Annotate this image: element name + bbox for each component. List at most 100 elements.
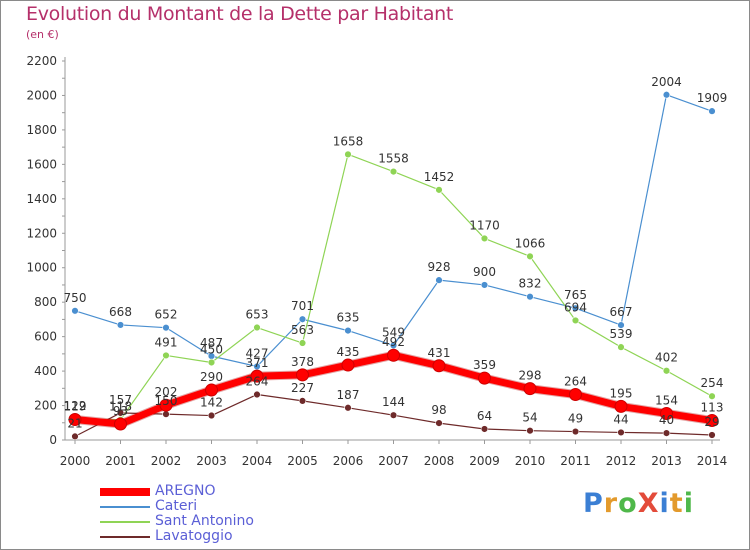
data-label-cateri: 928 [428,260,451,274]
data-label-cateri: 549 [382,325,405,339]
data-point-sant-antonino [162,351,170,360]
logo-letter: r [603,488,619,519]
logo-letter: t [669,488,684,519]
data-label-cateri: 427 [246,346,269,360]
x-tick-label: 2005 [287,454,318,468]
data-label-sant-antonino: 118 [109,400,132,414]
data-label-sant-antonino: 563 [291,323,314,337]
y-tick-label: 1800 [26,123,57,137]
y-tick-label: 600 [34,330,57,344]
data-label-sant-antonino: 694 [564,300,587,314]
data-label-cateri: 635 [337,311,360,325]
data-point-cateri [480,281,489,289]
data-label-aregno: 290 [200,370,223,384]
data-label-sant-antonino: 1066 [515,236,546,250]
data-point-sant-antonino [389,167,398,176]
data-point-lavatoggio [162,410,170,418]
data-point-aregno [296,368,309,382]
data-point-lavatoggio [344,404,352,412]
legend-swatch [100,521,150,523]
data-point-cateri [526,292,534,301]
data-point-aregno [523,382,537,396]
x-tick-label: 2013 [651,454,682,468]
x-tick-label: 2003 [196,454,227,468]
x-tick-label: 2001 [105,454,136,468]
data-label-cateri: 652 [155,308,178,322]
x-tick-label: 2009 [469,454,500,468]
data-label-aregno: 378 [291,355,314,369]
y-tick-label: 0 [49,433,57,447]
data-label-cateri: 667 [610,305,633,319]
data-label-aregno: 264 [564,375,587,389]
y-tick-label: 2200 [26,54,57,68]
data-label-lavatoggio: 144 [382,395,405,409]
data-label-cateri: 1909 [697,91,728,105]
data-point-cateri [162,323,170,332]
data-point-lavatoggio [389,411,398,419]
data-point-lavatoggio [298,397,307,405]
data-point-sant-antonino [662,367,671,375]
data-label-sant-antonino: 450 [200,342,223,356]
legend-label: Sant Antonino [155,513,254,529]
data-point-sant-antonino [344,150,352,159]
y-tick-label: 800 [34,295,57,309]
data-point-lavatoggio [662,429,671,437]
data-point-cateri [344,326,352,335]
data-point-lavatoggio [480,425,489,433]
data-point-cateri [662,91,671,99]
logo-letter: X [637,488,660,519]
data-label-lavatoggio: 49 [568,412,583,426]
series-points [68,91,719,441]
data-label-aregno: 119 [64,399,87,413]
data-label-lavatoggio: 187 [337,388,360,402]
x-tick-label: 2010 [515,454,546,468]
data-label-aregno: 298 [519,369,542,383]
data-point-cateri [708,107,716,115]
data-point-aregno [68,412,82,426]
data-labels: 750 668 652 487 427 701 635 549 928 900 832 765 667 2… [64,75,728,431]
x-tick-label: 2000 [60,454,91,468]
data-label-aregno: 431 [428,346,451,360]
x-tick-label: 2007 [378,454,409,468]
data-point-lavatoggio [253,390,261,399]
data-point-aregno [387,348,400,362]
data-point-sant-antonino [435,186,443,194]
data-label-sant-antonino: 491 [155,335,178,349]
chart-title: Evolution du Montant de la Dette par Hab… [26,3,454,25]
data-point-lavatoggio [71,432,79,441]
x-tick-label: 2011 [560,454,591,468]
data-label-lavatoggio: 40 [659,413,674,427]
y-tick-label: 1400 [26,192,57,206]
data-label-sant-antonino: 1452 [424,170,455,184]
data-label-aregno: 154 [655,393,678,407]
data-label-lavatoggio: 150 [155,394,178,408]
data-label-aregno: 359 [473,358,496,372]
data-label-cateri: 750 [64,291,87,305]
data-point-aregno [432,359,446,373]
data-label-sant-antonino: 539 [610,327,633,341]
data-point-sant-antonino [526,252,534,261]
data-point-sant-antonino [298,339,307,347]
logo-letter: o [618,488,638,519]
data-point-lavatoggio [526,426,534,435]
proxiti-logo: ProXiti [583,488,694,519]
x-tick-label: 2006 [333,454,364,468]
data-label-sant-antonino: 1558 [378,152,409,166]
y-tick-label: 1200 [26,226,57,240]
data-label-sant-antonino: 653 [246,308,269,322]
data-label-sant-antonino: 254 [701,376,724,390]
logo-letter: i [659,488,670,519]
logo-letter: i [683,488,694,519]
legend-swatch [100,536,150,538]
data-point-aregno [159,398,173,412]
data-label-lavatoggio: 98 [431,403,446,417]
data-label-cateri: 900 [473,265,496,279]
data-label-lavatoggio: 21 [67,416,82,430]
x-tick-label: 2014 [697,454,728,468]
y-tick-label: 1000 [26,261,57,275]
data-point-lavatoggio [435,419,443,427]
data-point-aregno [660,406,673,420]
x-tick-label: 2002 [151,454,182,468]
data-point-lavatoggio [571,427,580,436]
data-point-aregno [614,399,628,413]
